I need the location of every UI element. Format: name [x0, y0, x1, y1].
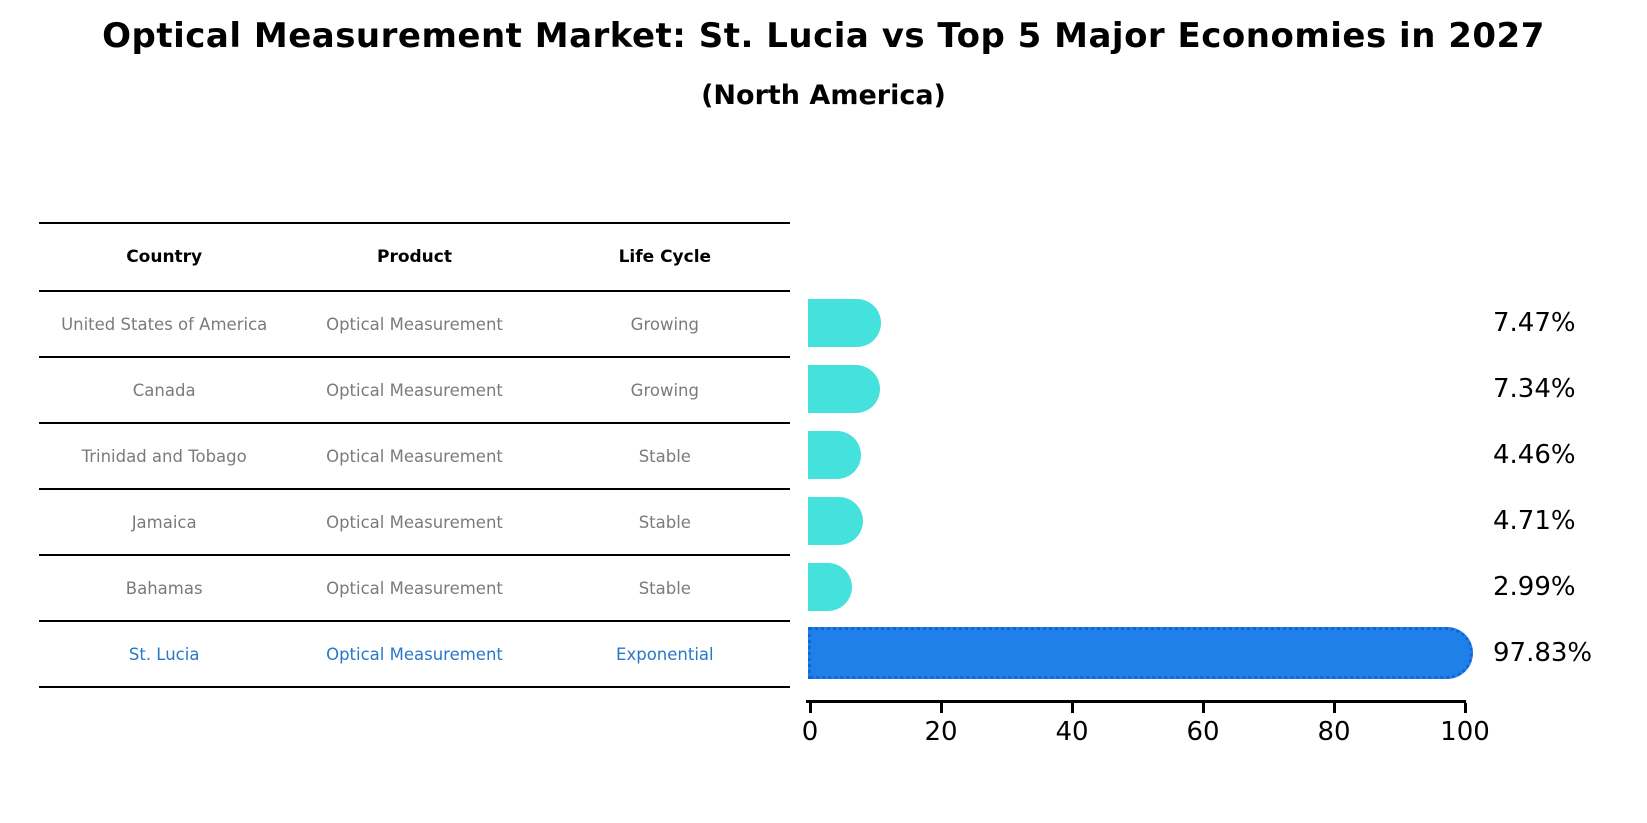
cell-product: Optical Measurement — [326, 512, 503, 532]
column-header-country: Country — [126, 247, 203, 267]
table-body: United States of America Optical Measurem… — [39, 292, 790, 688]
cell-country: St. Lucia — [128, 644, 200, 664]
bar-Bahamas — [808, 563, 852, 611]
bar-Jamaica — [808, 497, 863, 545]
cell-life-cycle: Exponential — [616, 644, 714, 664]
cell-product: Optical Measurement — [326, 314, 503, 334]
table-row: United States of America Optical Measurem… — [39, 292, 790, 358]
x-axis-line — [806, 700, 1466, 703]
bar-value-label: 97.83% — [1493, 638, 1593, 668]
bar-Canada — [808, 365, 881, 413]
cell-country: Canada — [132, 380, 196, 400]
chart-subtitle: (North America) — [701, 80, 946, 111]
bar-value-label: 4.71% — [1493, 506, 1576, 536]
bar-Trinidad and Tobago — [808, 431, 862, 479]
x-axis-tick-label: 20 — [924, 717, 958, 747]
x-axis-tick — [808, 703, 812, 713]
x-axis-tick-label: 80 — [1317, 717, 1351, 747]
cell-life-cycle: Growing — [630, 314, 699, 334]
bar-value-label: 7.34% — [1493, 374, 1576, 404]
x-axis-tick — [939, 703, 943, 713]
x-axis-tick — [1070, 703, 1074, 713]
x-axis-tick-label: 40 — [1055, 717, 1089, 747]
cell-life-cycle: Stable — [638, 512, 691, 532]
bar-value-label: 4.46% — [1493, 440, 1576, 470]
cell-country: Bahamas — [125, 578, 203, 598]
x-axis-tick-label: 100 — [1440, 717, 1490, 747]
cell-product: Optical Measurement — [326, 578, 503, 598]
cell-product: Optical Measurement — [326, 446, 503, 466]
table-header-row: Country Product Life Cycle — [39, 224, 790, 292]
column-header-product: Product — [376, 247, 452, 267]
table-row: Canada Optical Measurement Growing — [39, 358, 790, 424]
cell-product: Optical Measurement — [326, 644, 503, 664]
x-axis-tick-label: 60 — [1186, 717, 1220, 747]
cell-country: United States of America — [61, 314, 268, 334]
bar-highlight-St. Lucia — [808, 627, 1473, 679]
table-row: Bahamas Optical Measurement Stable — [39, 556, 790, 622]
chart-title: Optical Measurement Market: St. Lucia vs… — [102, 16, 1545, 56]
cell-life-cycle: Stable — [638, 578, 691, 598]
x-axis-tick — [1201, 703, 1205, 713]
cell-country: Jamaica — [131, 512, 197, 532]
x-axis-tick-label: 0 — [801, 717, 819, 747]
cell-life-cycle: Stable — [638, 446, 691, 466]
table-row: Jamaica Optical Measurement Stable — [39, 490, 790, 556]
table-row: St. Lucia Optical Measurement Exponential — [39, 622, 790, 688]
column-header-life-cycle: Life Cycle — [618, 247, 712, 267]
bar-value-label: 7.47% — [1493, 308, 1576, 338]
bar-United States of America — [808, 299, 881, 347]
table-row: Trinidad and Tobago Optical Measurement St… — [39, 424, 790, 490]
x-axis-tick — [1463, 703, 1467, 713]
bar-value-label: 2.99% — [1493, 572, 1576, 602]
x-axis-tick — [1332, 703, 1336, 713]
country-table: Country Product Life Cycle United States… — [39, 222, 790, 688]
cell-country: Trinidad and Tobago — [81, 446, 247, 466]
cell-product: Optical Measurement — [326, 380, 503, 400]
cell-life-cycle: Growing — [630, 380, 699, 400]
